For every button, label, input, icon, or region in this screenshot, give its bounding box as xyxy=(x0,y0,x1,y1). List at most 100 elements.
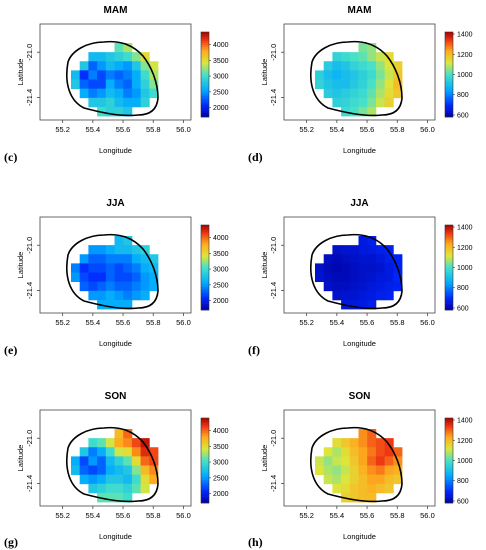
y-tick-label: -21.4 xyxy=(269,89,278,106)
heatmap-cell xyxy=(315,272,325,283)
colorbar-segment xyxy=(445,432,453,436)
heatmap-cell xyxy=(123,474,133,485)
heatmap-cell xyxy=(114,492,124,503)
colorbar-segment xyxy=(445,237,453,241)
colorbar-segment xyxy=(445,464,453,468)
colorbar-segment xyxy=(201,233,209,236)
colorbar-segment xyxy=(445,51,453,54)
colorbar-segment xyxy=(445,248,453,251)
colorbar-segment xyxy=(445,494,453,497)
heatmap-cell xyxy=(393,474,403,485)
heatmap-cell xyxy=(323,79,333,90)
heatmap-cell xyxy=(315,79,325,90)
colorbar-segment xyxy=(445,114,453,118)
heatmap-cell xyxy=(384,281,394,292)
heatmap-cell xyxy=(384,254,394,264)
heatmap-cell xyxy=(123,272,133,283)
x-tick-label: 56.0 xyxy=(420,318,435,327)
colorbar-segment xyxy=(445,227,453,230)
colorbar-segment xyxy=(201,490,209,493)
heatmap-cell xyxy=(97,79,107,90)
colorbar-segment xyxy=(201,422,209,425)
colorbar-segment xyxy=(445,299,453,302)
colorbar-segment xyxy=(445,250,453,253)
heatmap-cell xyxy=(105,106,115,117)
heatmap-cell xyxy=(332,456,342,466)
heatmap-cell xyxy=(384,245,394,255)
heatmap-cell xyxy=(384,61,394,71)
colorbar-segment xyxy=(201,72,209,75)
x-tick-label: 55.2 xyxy=(299,511,314,520)
colorbar-segment xyxy=(445,46,453,50)
heatmap-cell xyxy=(332,245,342,255)
heatmap-cell xyxy=(114,263,124,273)
x-tick-label: 55.6 xyxy=(116,318,131,327)
panel-g: SON 55.2 55.4 55.6 55.8 56.0 Longitude -21.0 -21… xyxy=(16,391,229,541)
colorbar-segment xyxy=(201,227,209,230)
colorbar-segment xyxy=(445,486,453,489)
colorbar-segment xyxy=(445,498,453,502)
colorbar-segment xyxy=(201,297,209,300)
heatmap-cell xyxy=(323,456,333,466)
heatmap-cell xyxy=(323,70,333,80)
colorbar-segment xyxy=(445,106,453,109)
colorbar-segment xyxy=(445,282,453,285)
heatmap-cell xyxy=(341,281,351,292)
colorbar-segment xyxy=(201,477,209,480)
colorbar-segment xyxy=(201,271,209,275)
heatmap-cell xyxy=(349,456,359,466)
colorbar-segment xyxy=(201,38,209,41)
heatmap-cell xyxy=(97,483,107,494)
heatmap-cell xyxy=(140,263,150,273)
colorbar-segment xyxy=(201,93,209,97)
panel-letter-g: (g) xyxy=(4,535,18,549)
colorbar-segment xyxy=(445,449,453,453)
heatmap-cell xyxy=(349,254,359,264)
colorbar-segment xyxy=(201,91,209,94)
heatmap-cell xyxy=(315,465,325,476)
heatmap-cell xyxy=(358,97,368,108)
colorbar-segment xyxy=(201,49,209,52)
panel-letter-c: (c) xyxy=(4,150,18,164)
colorbar-segment xyxy=(445,78,453,82)
colorbar-segment xyxy=(445,70,453,73)
colorbar-segment xyxy=(445,271,453,275)
heatmap-cell xyxy=(349,70,359,80)
colorbar-segment xyxy=(201,295,209,298)
colorbar-segment xyxy=(201,492,209,495)
colorbar-segment xyxy=(445,424,453,427)
colorbar-segment xyxy=(445,471,453,474)
heatmap-cell xyxy=(131,465,141,476)
colorbar-segment xyxy=(201,452,209,455)
heatmap-cell xyxy=(393,447,403,457)
heatmap-cell xyxy=(71,465,81,476)
heatmap-cell xyxy=(358,474,368,485)
colorbar-segment xyxy=(445,288,453,292)
colorbar-segment xyxy=(201,443,209,446)
heatmap-cell xyxy=(349,290,359,301)
colorbar-segment xyxy=(445,462,453,466)
colorbar-segment xyxy=(445,254,453,258)
colorbar-segment xyxy=(201,449,209,453)
colorbar-segment xyxy=(201,237,209,241)
colorbar-tick-label: 1200 xyxy=(457,52,473,59)
colorbar-segment xyxy=(445,49,453,52)
heatmap-cell xyxy=(114,299,124,310)
panel-letter-d: (d) xyxy=(248,150,263,164)
heatmap-cell xyxy=(358,254,368,264)
colorbar-segment xyxy=(201,61,209,65)
colorbar-segment xyxy=(201,63,209,67)
heatmap-cell xyxy=(131,70,141,80)
heatmap-cell xyxy=(367,483,377,494)
heatmap-cell xyxy=(105,438,115,448)
colorbar-segment xyxy=(201,263,209,266)
colorbar-segment xyxy=(445,418,453,421)
colorbar-segment xyxy=(445,66,453,69)
heatmap-cell xyxy=(88,281,98,292)
plot-frame xyxy=(39,23,192,121)
y-tick-label: -21.0 xyxy=(269,44,278,61)
heatmap-cell xyxy=(131,52,141,62)
heatmap-cell xyxy=(349,299,359,310)
heatmap-cell xyxy=(140,290,150,301)
heatmap-cell xyxy=(341,263,351,273)
